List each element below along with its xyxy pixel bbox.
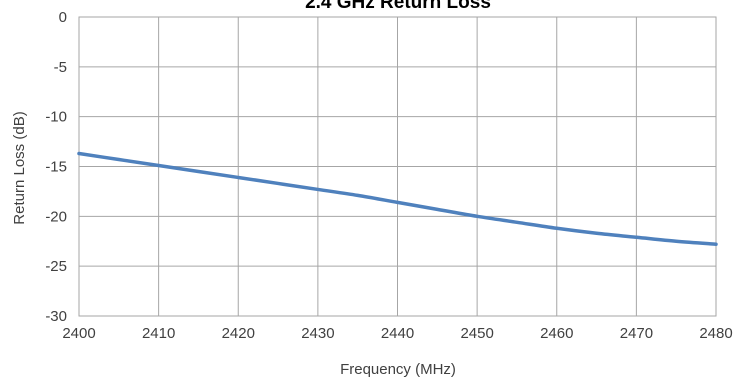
y-axis-title: Return Loss (dB) [11,111,28,224]
x-tick-label: 2410 [142,325,175,342]
y-tick-label: -5 [54,59,67,76]
chart-title: 2.4 GHz Return Loss [305,0,491,13]
plot-area-border [78,16,717,317]
y-tick-label: -25 [45,258,67,275]
x-axis-title: Frequency (MHz) [340,361,456,378]
y-axis-tick-labels: 0 -5 -10 -15 -20 -25 -30 [45,9,67,325]
y-tick-label: -15 [45,159,67,176]
x-tick-label: 2470 [620,325,653,342]
series-layer [77,151,718,246]
return-loss-line [77,151,718,246]
x-tick-label: 2480 [699,325,732,342]
x-tick-label: 2460 [540,325,573,342]
x-axis-tick-labels: 2400 2410 2420 2430 2440 2450 2460 2470 2480 [62,325,732,342]
y-tick-label: -30 [45,308,67,325]
x-tick-label: 2400 [62,325,95,342]
y-tick-label: -10 [45,109,67,126]
x-tick-label: 2450 [460,325,493,342]
y-tick-label: 0 [59,9,67,26]
x-tick-label: 2420 [222,325,255,342]
x-tick-label: 2440 [381,325,414,342]
x-tick-label: 2430 [301,325,334,342]
y-tick-label: -20 [45,208,67,225]
